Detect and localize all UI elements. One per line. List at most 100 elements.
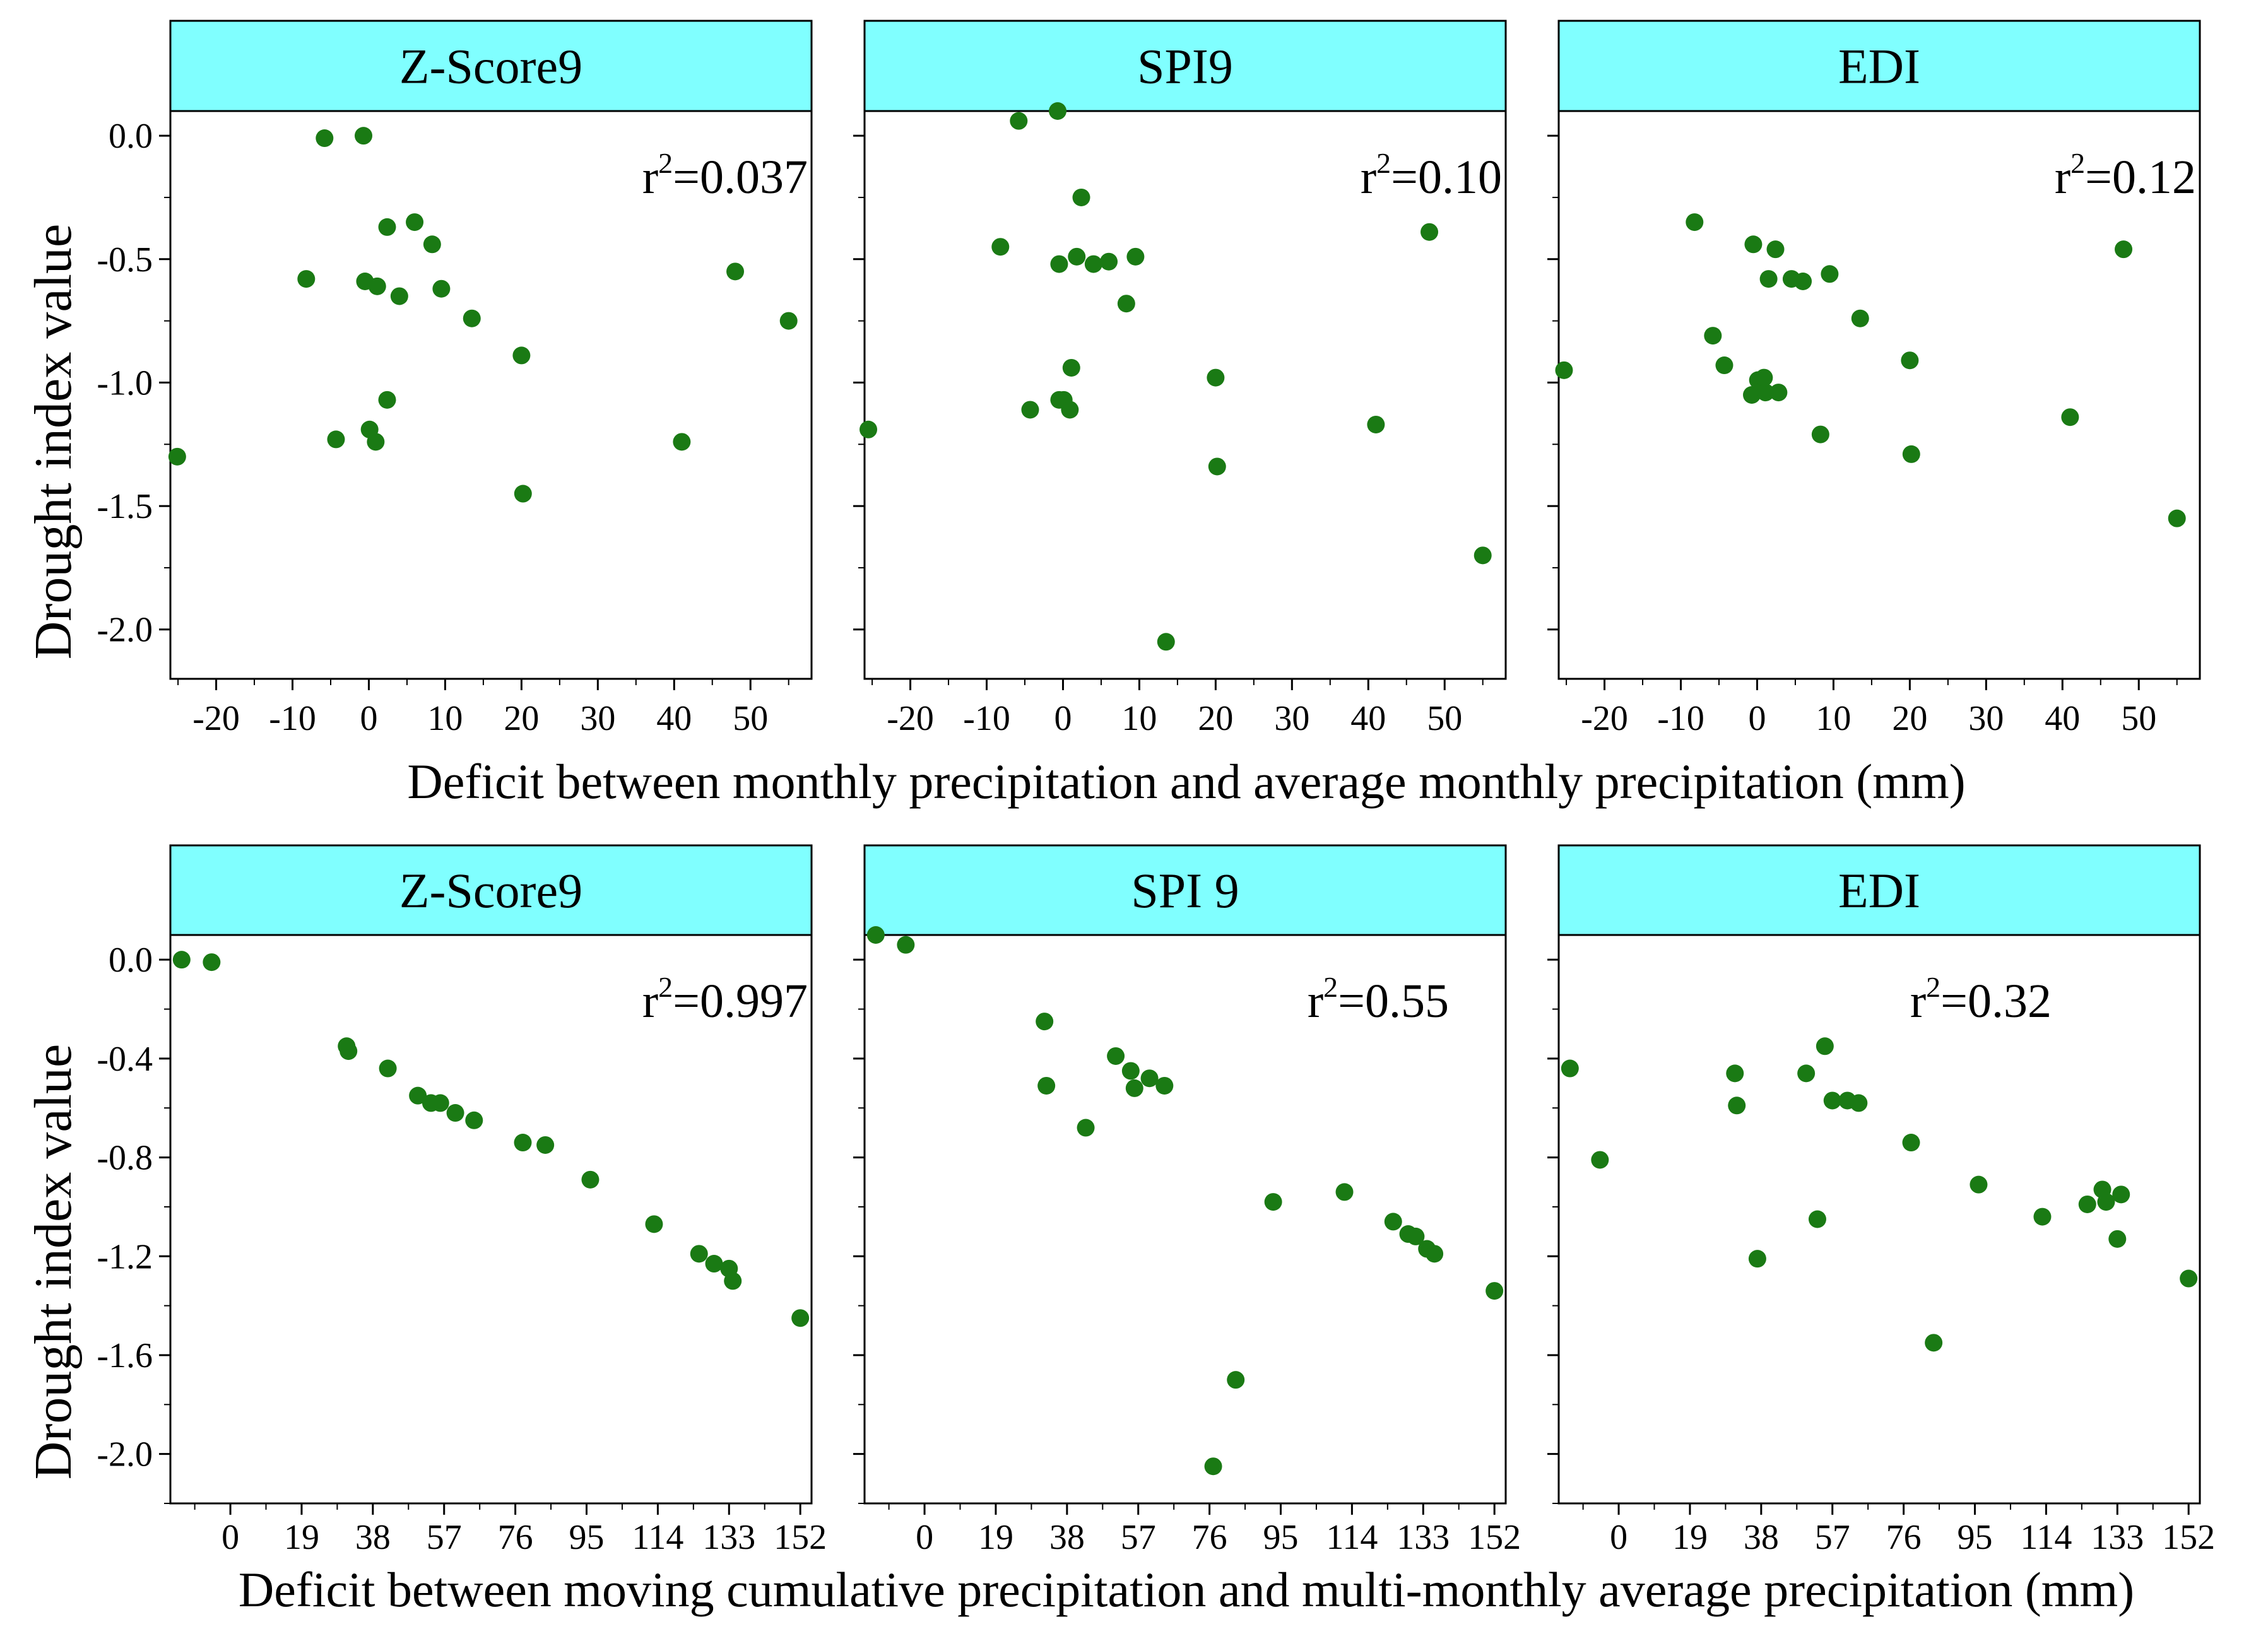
panel-6: EDI 0 19 38 57 76 95 114 133 152 r2=0.32 bbox=[1547, 844, 2215, 1557]
data-point bbox=[1901, 351, 1919, 370]
data-point bbox=[1474, 546, 1492, 565]
panel-3: EDI -20 -10 0 10 20 30 40 50 r2=0.12 bbox=[1547, 20, 2201, 738]
data-point bbox=[514, 485, 532, 503]
data-point bbox=[1743, 386, 1761, 404]
y-tick-label: -1.2 bbox=[97, 1237, 153, 1276]
x-tick-label: 0 bbox=[1610, 1518, 1627, 1557]
data-point bbox=[1797, 1064, 1816, 1083]
x-tick-label: 0 bbox=[1748, 699, 1766, 738]
data-point bbox=[1821, 265, 1839, 283]
plot-frame bbox=[863, 110, 1507, 680]
data-point bbox=[1036, 1013, 1054, 1031]
x-tick-label: -10 bbox=[963, 699, 1010, 738]
data-point bbox=[340, 1042, 358, 1061]
x-tick-label: 95 bbox=[1263, 1518, 1299, 1557]
x-tick-label: 19 bbox=[1672, 1518, 1708, 1557]
data-point bbox=[2097, 1193, 2115, 1211]
panel-4: Z-Score9 0.0 -0.4 -0.8 -1.2 -1.6 -2.0 0 19 38 57 76… bbox=[97, 844, 827, 1557]
panel-title: SPI 9 bbox=[1131, 863, 1239, 918]
data-point bbox=[1117, 295, 1135, 313]
data-point bbox=[1823, 1091, 1841, 1110]
data-point bbox=[406, 213, 424, 232]
data-point bbox=[1227, 1371, 1245, 1389]
data-point bbox=[2115, 240, 2133, 259]
y-tick-label: -0.4 bbox=[97, 1040, 153, 1079]
y-tick-label: -1.6 bbox=[97, 1336, 153, 1375]
data-point bbox=[724, 1272, 742, 1290]
panel-header bbox=[863, 20, 1507, 112]
x-tick-label: 0 bbox=[916, 1518, 933, 1557]
x-tick-label: -20 bbox=[887, 699, 934, 738]
x-tick-label: 133 bbox=[1397, 1518, 1450, 1557]
x-tick-label: 76 bbox=[1886, 1518, 1922, 1557]
data-point bbox=[2108, 1230, 2127, 1248]
x-tick-label: 50 bbox=[1427, 699, 1462, 738]
x-tick-label: 20 bbox=[1198, 699, 1233, 738]
data-point bbox=[1756, 384, 1775, 402]
data-point bbox=[1367, 415, 1385, 433]
r2-annotation: r2=0.10 bbox=[1361, 147, 1502, 204]
y-tick-label: -2.0 bbox=[97, 1435, 153, 1474]
data-point bbox=[1204, 1457, 1222, 1476]
data-point bbox=[2180, 1269, 2198, 1288]
x-tick-label: 152 bbox=[774, 1518, 827, 1557]
data-point bbox=[1068, 247, 1086, 266]
panel-header bbox=[1557, 20, 2201, 112]
data-point bbox=[378, 218, 396, 236]
data-point bbox=[1555, 361, 1573, 379]
x-tick-label: 114 bbox=[1326, 1518, 1378, 1557]
x-tick-label: 40 bbox=[656, 699, 692, 738]
data-point bbox=[1704, 327, 1722, 345]
data-point bbox=[1902, 445, 1920, 463]
y-tick-label: -1.5 bbox=[97, 487, 153, 526]
data-point bbox=[431, 1094, 449, 1112]
x-tick-label: 50 bbox=[2121, 699, 2156, 738]
x-tick-label: 50 bbox=[733, 699, 768, 738]
x-tick-label: 19 bbox=[978, 1518, 1013, 1557]
data-point bbox=[2078, 1195, 2096, 1213]
panel-header bbox=[863, 844, 1507, 936]
data-point bbox=[2033, 1208, 2052, 1226]
data-point bbox=[1686, 213, 1704, 232]
data-point bbox=[1769, 384, 1788, 402]
data-point bbox=[1384, 1213, 1402, 1231]
plot-frame bbox=[169, 934, 813, 1505]
x-tick-label: -10 bbox=[1657, 699, 1704, 738]
x-tick-label: 114 bbox=[632, 1518, 683, 1557]
data-point bbox=[465, 1111, 483, 1129]
r2-annotation: r2=0.997 bbox=[642, 971, 808, 1028]
data-point bbox=[463, 309, 481, 327]
data-point bbox=[514, 1134, 532, 1152]
data-point bbox=[1084, 255, 1102, 273]
r2-annotation: r2=0.32 bbox=[1910, 971, 2052, 1028]
data-point bbox=[390, 287, 408, 305]
y-axis-label-top: Drought index value bbox=[24, 224, 83, 660]
x-tick-label: 114 bbox=[2020, 1518, 2072, 1557]
x-tick-label: 152 bbox=[1468, 1518, 1521, 1557]
data-point bbox=[172, 951, 191, 969]
x-tick-label: 40 bbox=[1350, 699, 1386, 738]
panels: Z-Score9 0.0 -0.5 -1.0 -1.5 -2.0 -20 -10 0 10 20 30… bbox=[97, 20, 2215, 1557]
x-tick-label: 152 bbox=[2162, 1518, 2215, 1557]
data-point bbox=[897, 936, 915, 954]
panel-title: EDI bbox=[1838, 863, 1920, 918]
data-point bbox=[1811, 425, 1829, 444]
data-point bbox=[1077, 1119, 1095, 1137]
x-tick-label: 0 bbox=[1054, 699, 1072, 738]
data-point bbox=[1794, 273, 1812, 290]
data-point bbox=[1759, 270, 1778, 288]
x-tick-label: 133 bbox=[702, 1518, 755, 1557]
panel-title: Z-Score9 bbox=[399, 863, 582, 918]
x-tick-label: -20 bbox=[192, 699, 240, 738]
x-tick-label: 76 bbox=[1192, 1518, 1227, 1557]
x-tick-label: 57 bbox=[1815, 1518, 1850, 1557]
panel-5: SPI 9 0 19 38 57 76 95 114 133 152 r2=0.55 bbox=[853, 844, 1521, 1557]
data-point bbox=[409, 1086, 427, 1105]
data-point bbox=[673, 433, 691, 451]
r2-annotation: r2=0.037 bbox=[642, 147, 808, 204]
data-point bbox=[645, 1215, 663, 1233]
x-tick-label: -10 bbox=[269, 699, 316, 738]
data-point bbox=[432, 279, 451, 298]
data-point bbox=[1062, 358, 1080, 377]
